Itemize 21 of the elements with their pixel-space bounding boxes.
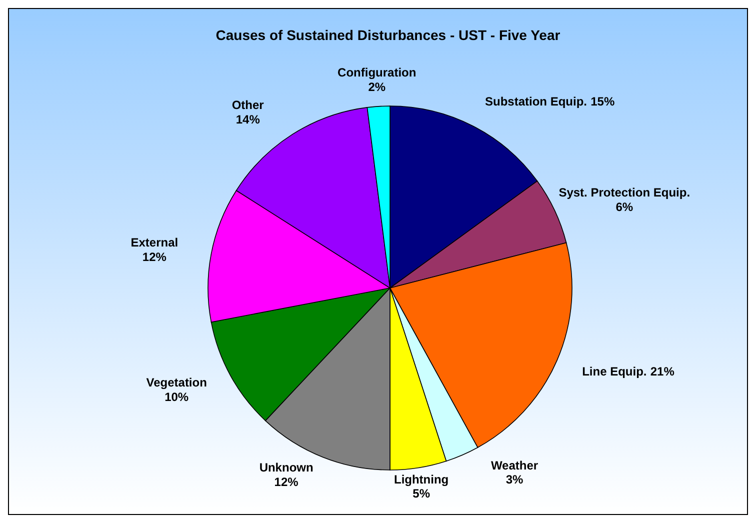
data-label: 15% [590,94,615,109]
data-label: 12% [142,250,167,264]
data-label: 5% [412,486,430,501]
slice-label: Line Equip. [582,364,647,378]
chart-title: Causes of Sustained Disturbances - UST - Five Year [216,27,561,43]
data-label: 3% [506,472,524,487]
slice-label: Substation Equip. [485,94,588,109]
data-label: 21% [650,364,675,378]
slice-label: Weather [490,458,538,472]
slice-label: External [130,235,178,250]
slice-label: Configuration [338,66,416,80]
slice-label: Vegetation [146,375,207,390]
data-label: 12% [274,475,299,490]
data-label: 10% [164,390,189,404]
data-label: 6% [616,200,634,214]
slice-label: Unknown [259,460,314,475]
slice-label: Syst. Protection Equip. [558,185,690,200]
slice-label: Other [232,98,264,112]
slice-label: Lightning [394,472,449,486]
data-label: 2% [368,80,386,94]
data-label: 14% [236,112,260,126]
